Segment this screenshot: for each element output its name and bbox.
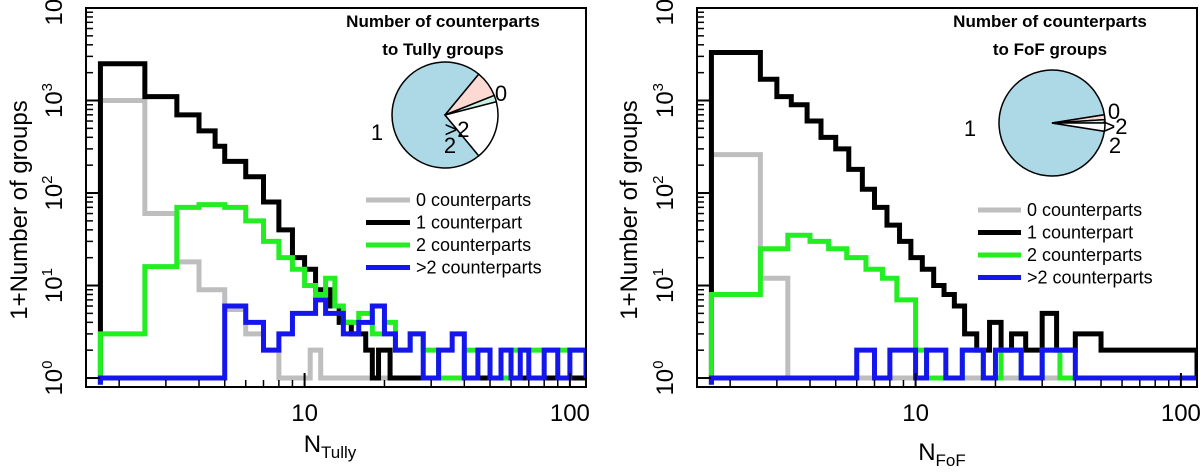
y-tick-base: 10 — [41, 369, 68, 396]
y-tick-exp: 0 — [650, 361, 667, 369]
series-line — [97, 61, 586, 385]
plot-frame — [696, 7, 1198, 388]
x-tick-label: 100 — [550, 400, 590, 427]
legend-label: 0 counterparts — [1027, 200, 1142, 220]
series-group — [97, 61, 586, 385]
y-tick-exp: 3 — [650, 83, 667, 91]
y-tick-exp: 0 — [39, 361, 56, 369]
x-axis-label-main: N — [304, 431, 321, 458]
pie-slice — [998, 69, 1106, 177]
y-tick-label: 101 — [650, 268, 679, 303]
y-tick-text: 101 — [650, 268, 679, 303]
y-tick-label: 101 — [39, 268, 68, 303]
y-tick-text: 103 — [39, 83, 68, 118]
y-tick-text: 101 — [39, 268, 68, 303]
pie-slice — [1051, 122, 1106, 133]
pie-slice-label: 0 — [1108, 99, 1120, 124]
x-tick-label: 10 — [291, 400, 318, 427]
y-tick-base: 10 — [652, 0, 679, 26]
chart-title-line: Number of counterparts — [953, 12, 1147, 31]
x-tick-label: 100 — [1161, 400, 1200, 427]
legend-label: 1 counterpart — [1027, 223, 1133, 243]
legend-label: >2 counterparts — [416, 258, 542, 278]
y-tick-base: 10 — [652, 91, 679, 118]
y-tick-text: 102 — [39, 175, 68, 210]
x-axis-label-main: N — [918, 439, 935, 466]
pie-chart: 1 2>20 — [964, 69, 1128, 177]
pie-slice-label: 1 — [964, 116, 976, 141]
y-tick-base: 10 — [41, 0, 68, 26]
series-group — [708, 50, 1197, 385]
x-axis-label-sub: FoF — [936, 451, 966, 470]
series-line — [708, 50, 1197, 385]
pie-slice — [443, 100, 499, 157]
pie-slice-label: 2 — [444, 133, 456, 158]
chart-title-line: to FoF groups — [993, 40, 1107, 59]
y-tick-label: 102 — [39, 175, 68, 210]
y-tick-label: 103 — [650, 83, 679, 118]
legend-label: 2 counterparts — [416, 235, 531, 255]
y-tick-text: 103 — [650, 83, 679, 118]
y-tick-text: 102 — [650, 175, 679, 210]
y-axis-label: 1+Number of groups — [6, 100, 33, 319]
legend-label: 2 counterparts — [1027, 245, 1142, 265]
y-tick-exp: 2 — [650, 175, 667, 183]
y-tick-text: 100 — [39, 361, 68, 396]
pie-slice-label: 0 — [495, 81, 507, 106]
y-tick-text: 100 — [650, 361, 679, 396]
pie-slice-label: >2 — [444, 117, 469, 142]
y-tick-label: 104 — [39, 0, 68, 26]
chart-title-line: Number of counterparts — [346, 12, 540, 31]
y-tick-base: 10 — [652, 276, 679, 303]
y-tick-base: 10 — [652, 369, 679, 396]
panel-right: 10100100101102103104NFoF1+Number of grou… — [616, 0, 1200, 470]
x-axis-label: NTully — [304, 431, 357, 462]
series-line — [708, 347, 1197, 385]
y-tick-label: 103 — [39, 83, 68, 118]
y-tick-base: 10 — [41, 91, 68, 118]
y-tick-exp: 1 — [39, 268, 56, 276]
y-tick-exp: 2 — [39, 175, 56, 183]
y-tick-exp: 3 — [39, 83, 56, 91]
series-line — [97, 297, 586, 385]
y-tick-base: 10 — [41, 276, 68, 303]
panel-left: 10100100101102103104NTully1+Number of gr… — [6, 0, 590, 462]
x-tick-label: 10 — [902, 400, 929, 427]
x-axis-label-sub: Tully — [321, 443, 357, 462]
legend-label: 1 counterpart — [416, 213, 522, 233]
y-axis-label: 1+Number of groups — [616, 100, 643, 319]
y-tick-label: 104 — [650, 0, 679, 26]
legend-label: >2 counterparts — [1027, 268, 1153, 288]
chart-title-line: to Tully groups — [382, 40, 504, 59]
y-tick-exp: 1 — [650, 268, 667, 276]
y-tick-label: 100 — [650, 361, 679, 396]
y-tick-text: 104 — [39, 0, 68, 26]
legend-label: 0 counterparts — [416, 190, 531, 210]
x-axis-label: NFoF — [918, 439, 966, 470]
y-tick-text: 104 — [650, 0, 679, 26]
y-tick-label: 100 — [39, 361, 68, 396]
y-tick-base: 10 — [41, 184, 68, 211]
pie-slice-label: 2 — [1109, 133, 1121, 158]
y-tick-label: 102 — [650, 175, 679, 210]
pie-slice-label: >2 — [1102, 114, 1127, 139]
series-line — [97, 98, 586, 385]
pie-chart: 1 2>2 0 — [371, 61, 507, 169]
pie-slice-label: 1 — [371, 120, 383, 145]
pie-slice — [391, 61, 480, 169]
y-tick-base: 10 — [652, 184, 679, 211]
